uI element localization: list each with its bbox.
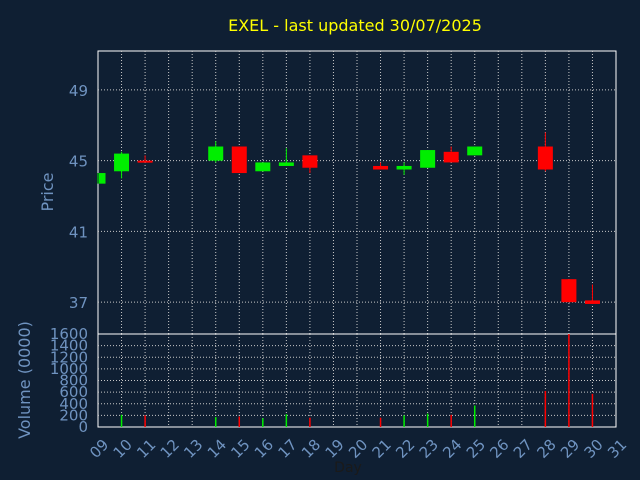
- candle-body: [584, 300, 600, 304]
- volume-tick-label: 600: [59, 383, 88, 401]
- x-tick-label: 09: [86, 436, 112, 462]
- x-tick-label: 27: [510, 436, 536, 462]
- candle-body: [278, 162, 294, 166]
- candle-body: [137, 160, 153, 163]
- volume-tick-label: 1600: [50, 325, 88, 343]
- x-tick-label: 16: [251, 436, 277, 462]
- x-tick-label: 26: [486, 436, 512, 462]
- x-tick-label: 28: [533, 436, 559, 462]
- x-tick-label: 19: [322, 436, 348, 462]
- x-tick-label: 13: [180, 436, 206, 462]
- chart-title: EXEL - last updated 30/07/2025: [228, 16, 482, 35]
- candle-body: [537, 146, 553, 170]
- x-tick-label: 23: [416, 436, 442, 462]
- volume-axis-label: Volume (0000): [15, 321, 34, 439]
- x-tick-label: 11: [133, 436, 159, 462]
- price-tick-label: 45: [69, 153, 88, 171]
- candle-body: [255, 162, 271, 172]
- price-y-ticks: 37 41 45 49: [69, 82, 88, 312]
- x-tick-label: 14: [204, 436, 230, 462]
- candle-body: [467, 146, 483, 156]
- price-tick-label: 41: [69, 223, 88, 241]
- x-tick-label: 20: [345, 436, 371, 462]
- volume-tick-label: 1000: [50, 360, 88, 378]
- volume-tick-label: 400: [59, 395, 88, 413]
- volume-tick-label: 1200: [50, 348, 88, 366]
- x-ticks: 0910111213141516171819202122232425262728…: [86, 436, 630, 462]
- volume-bars: [120, 334, 594, 427]
- x-tick-label: 17: [274, 436, 300, 462]
- x-tick-label: 18: [298, 436, 324, 462]
- x-tick-label: 22: [392, 436, 418, 462]
- x-tick-label: 29: [557, 436, 583, 462]
- x-tick-label: 25: [463, 436, 489, 462]
- price-tick-label: 49: [69, 82, 88, 100]
- x-tick-label: 31: [604, 436, 630, 462]
- volume-tick-label: 200: [59, 406, 88, 424]
- volume-tick-label: 0: [78, 418, 88, 436]
- volume-tick-label: 800: [59, 372, 88, 390]
- candle-body: [208, 146, 224, 161]
- candle-body: [114, 153, 130, 172]
- candle-body: [231, 146, 247, 174]
- candle-body: [420, 150, 436, 168]
- x-tick-label: 30: [581, 436, 607, 462]
- candle-body: [373, 165, 389, 170]
- x-tick-label: 10: [110, 436, 136, 462]
- price-tick-label: 37: [69, 294, 88, 312]
- candle-body: [99, 173, 106, 184]
- candle-body: [302, 155, 318, 168]
- x-tick-label: 21: [369, 436, 395, 462]
- x-tick-label: 12: [157, 436, 183, 462]
- price-grid: [98, 51, 616, 334]
- x-tick-label: 24: [439, 436, 465, 462]
- x-tick-label: 15: [227, 436, 253, 462]
- price-axis-label: Price: [38, 172, 57, 211]
- candle-body: [561, 279, 577, 303]
- price-panel: 37 41 45 49 Price: [38, 50, 617, 335]
- x-axis-label: Day: [334, 460, 362, 476]
- candle-body: [396, 165, 412, 170]
- volume-tick-label: 1400: [50, 337, 88, 355]
- volume-grid: [98, 334, 616, 427]
- candles: [97, 132, 600, 304]
- candle-body: [443, 151, 459, 163]
